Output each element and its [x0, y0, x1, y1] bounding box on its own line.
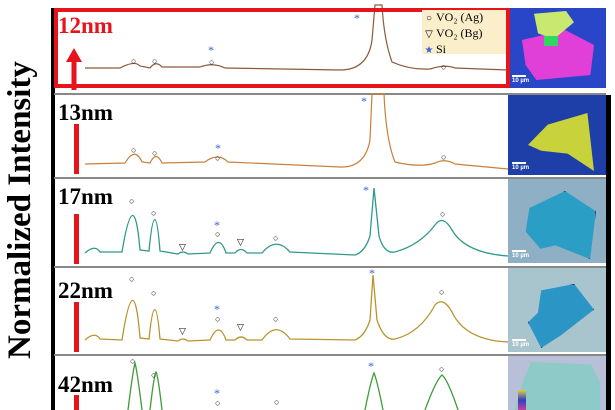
panel-label-17nm: 17nm	[58, 184, 113, 209]
svg-text:○: ○	[273, 233, 278, 243]
panel-marker-22nm	[74, 302, 79, 352]
legend-item-ag: ○ VO₂ (Ag)	[422, 10, 506, 26]
scale-bar-17nm: 10 µm	[512, 250, 530, 259]
divider	[54, 93, 606, 95]
svg-text:○: ○	[152, 56, 157, 66]
scale-bar-13nm: 10 µm	[512, 162, 530, 171]
panel-marker-13nm	[74, 124, 79, 174]
optical-image-42nm	[508, 356, 606, 410]
optical-image-12nm: 10 µm	[508, 8, 606, 88]
svg-text:*: *	[214, 386, 220, 400]
divider	[54, 177, 606, 179]
legend-item-si: ★ Si	[422, 42, 506, 58]
triangle-down-icon: ▽	[425, 29, 433, 40]
svg-text:○: ○	[130, 356, 135, 366]
svg-text:○: ○	[209, 57, 214, 67]
panel-label-42nm: 42nm	[58, 372, 113, 397]
svg-text:○: ○	[441, 152, 446, 162]
svg-text:○: ○	[131, 145, 136, 155]
svg-text:*: *	[369, 266, 375, 280]
svg-text:▽: ▽	[237, 322, 244, 332]
svg-text:○: ○	[274, 397, 279, 407]
scale-bar-12nm: 10 µm	[512, 75, 530, 84]
panel-label-12nm: 12nm	[58, 13, 113, 38]
svg-text:○: ○	[215, 153, 220, 163]
optical-image-17nm: 10 µm	[508, 179, 606, 263]
svg-text:*: *	[361, 94, 367, 108]
svg-text:○: ○	[273, 314, 278, 324]
panel-marker-17nm	[74, 214, 79, 264]
svg-text:*: *	[208, 43, 214, 57]
star-icon: ★	[424, 45, 434, 56]
svg-text:*: *	[354, 11, 360, 25]
svg-text:▽: ▽	[179, 242, 186, 252]
svg-text:○: ○	[439, 287, 444, 297]
svg-text:*: *	[214, 302, 220, 316]
svg-text:○: ○	[440, 209, 445, 219]
svg-text:○: ○	[151, 370, 156, 380]
legend-item-bg: ▽ VO₂ (Bg)	[422, 26, 506, 42]
svg-text:○: ○	[151, 288, 156, 298]
arrow-up-icon	[66, 48, 82, 90]
svg-text:○: ○	[152, 148, 157, 158]
svg-text:○: ○	[129, 274, 134, 284]
svg-text:*: *	[368, 359, 374, 373]
panel-label-22nm: 22nm	[58, 278, 113, 303]
svg-text:○: ○	[439, 364, 444, 374]
circle-icon: ○	[425, 13, 433, 24]
svg-text:*: *	[214, 218, 220, 232]
svg-text:○: ○	[441, 62, 446, 72]
y-axis-line	[51, 8, 55, 410]
svg-text:*: *	[215, 141, 221, 155]
svg-text:○: ○	[131, 56, 136, 66]
panel-label-13nm: 13nm	[58, 100, 113, 125]
svg-text:*: *	[363, 183, 369, 197]
scale-bar-22nm: 10 µm	[512, 339, 530, 348]
svg-text:○: ○	[215, 229, 220, 239]
panel-marker-42nm	[74, 395, 79, 410]
legend: ○ VO₂ (Ag) ▽ VO₂ (Bg) ★ Si	[422, 10, 506, 56]
divider	[54, 354, 606, 356]
divider	[54, 266, 606, 268]
optical-image-22nm: 10 µm	[508, 268, 606, 352]
svg-text:○: ○	[215, 314, 220, 324]
optical-image-13nm: 10 µm	[508, 95, 606, 175]
image-border	[606, 95, 611, 410]
svg-text:○: ○	[151, 208, 156, 218]
svg-text:○: ○	[129, 196, 134, 206]
svg-text:▽: ▽	[179, 326, 186, 336]
svg-text:▽: ▽	[237, 237, 244, 247]
svg-text:○: ○	[215, 398, 220, 408]
